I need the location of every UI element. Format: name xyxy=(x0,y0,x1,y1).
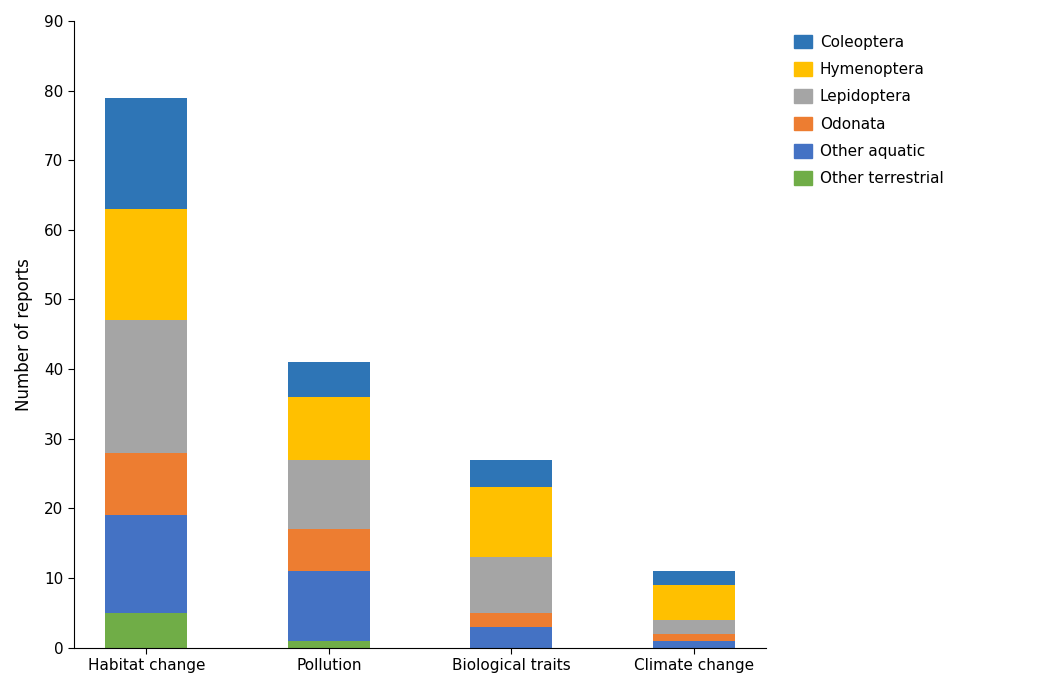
Bar xyxy=(652,620,734,634)
Bar xyxy=(470,488,552,557)
Bar xyxy=(287,460,370,529)
Bar xyxy=(652,634,734,641)
Bar xyxy=(287,641,370,647)
Bar xyxy=(652,641,734,647)
Legend: Coleoptera, Hymenoptera, Lepidoptera, Odonata, Other aquatic, Other terrestrial: Coleoptera, Hymenoptera, Lepidoptera, Od… xyxy=(787,29,949,193)
Bar xyxy=(652,585,734,620)
Bar xyxy=(105,515,187,613)
Bar xyxy=(287,571,370,641)
Bar xyxy=(652,571,734,585)
Bar xyxy=(470,460,552,488)
Bar xyxy=(470,613,552,627)
Bar xyxy=(470,557,552,613)
Bar xyxy=(470,627,552,647)
Y-axis label: Number of reports: Number of reports xyxy=(15,258,33,411)
Bar xyxy=(105,613,187,647)
Bar xyxy=(287,362,370,397)
Bar xyxy=(287,529,370,571)
Bar xyxy=(105,453,187,515)
Bar xyxy=(105,98,187,209)
Bar xyxy=(105,321,187,453)
Bar xyxy=(105,209,187,321)
Bar xyxy=(287,397,370,460)
